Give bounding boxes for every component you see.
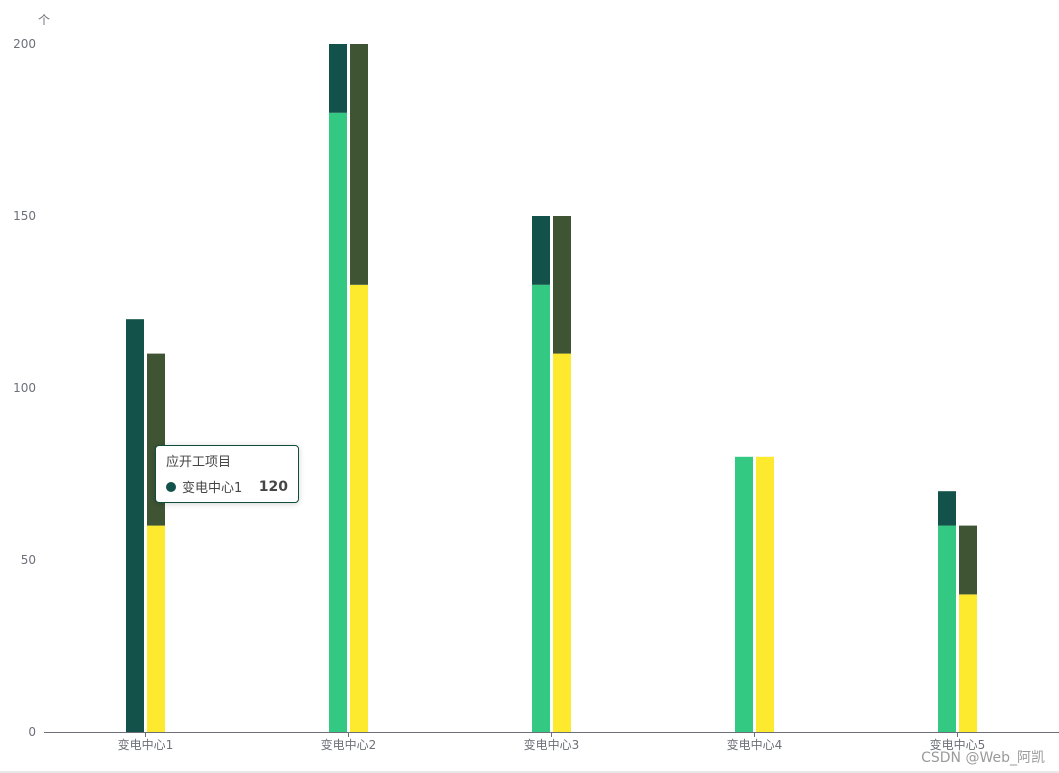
y-axis: 个 0 50 100 150 200: [13, 13, 50, 739]
y-tick-label: 100: [13, 381, 36, 395]
bars-group: [126, 44, 977, 733]
bar-segment[interactable]: [756, 456, 774, 732]
watermark: CSDN @Web_阿凯: [921, 750, 1045, 766]
bar-segment[interactable]: [532, 216, 550, 285]
bar-segment[interactable]: [553, 216, 571, 354]
tooltip: 应开工项目 变电中心1 120: [155, 445, 299, 503]
bar-segment[interactable]: [350, 284, 368, 732]
bar-segment[interactable]: [959, 594, 977, 732]
tooltip-series-name: 变电中心1: [182, 481, 243, 496]
bar-segment[interactable]: [350, 44, 368, 285]
y-tick-label: 50: [21, 553, 36, 567]
tooltip-marker-icon: [166, 481, 176, 492]
bar-segment[interactable]: [532, 284, 550, 732]
bar-segment[interactable]: [147, 525, 165, 732]
bar-segment[interactable]: [735, 456, 753, 732]
bar-segment[interactable]: [938, 525, 956, 732]
y-tick-label: 150: [13, 209, 36, 223]
bar-segment[interactable]: [938, 491, 956, 526]
bottom-divider: [0, 771, 1059, 773]
x-tick-label: 变电中心1: [118, 737, 174, 752]
y-tick-label: 200: [13, 37, 36, 51]
x-tick-label: 变电中心4: [727, 737, 783, 752]
y-tick-label: 0: [28, 725, 36, 739]
tooltip-row: 变电中心1 120: [166, 477, 288, 496]
bar-segment[interactable]: [329, 112, 347, 733]
bar-segment[interactable]: [959, 525, 977, 595]
x-tick-label: 变电中心2: [321, 737, 377, 752]
bar-segment[interactable]: [329, 44, 347, 113]
x-axis: 变电中心1 变电中心2 变电中心3 变电中心4 变电中心5: [44, 732, 1059, 752]
tooltip-value: 120: [258, 478, 288, 495]
tooltip-title: 应开工项目: [166, 455, 232, 470]
y-axis-unit-label: 个: [38, 13, 50, 27]
x-tick-label: 变电中心3: [524, 737, 580, 752]
bar-segment[interactable]: [126, 319, 144, 732]
bar-segment[interactable]: [553, 353, 571, 732]
x-tick-label: 变电中心5: [930, 737, 986, 752]
